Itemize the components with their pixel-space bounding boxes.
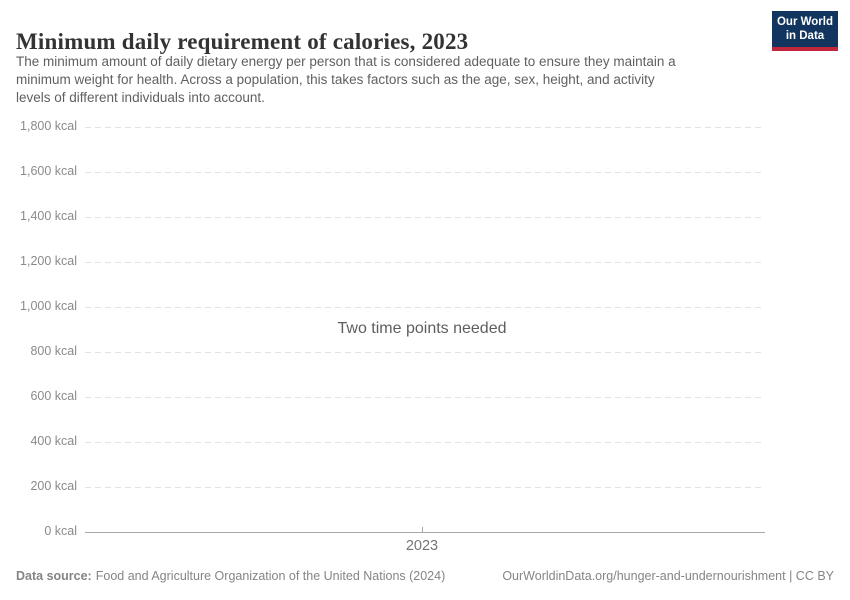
owid-logo-line1: Our World xyxy=(776,16,833,28)
subtitle-line: levels of different individuals into acc… xyxy=(16,90,265,105)
y-axis-tick-label: 600 kcal xyxy=(30,389,77,403)
x-axis-tick-mark xyxy=(422,527,423,532)
data-source-value: Food and Agriculture Organization of the… xyxy=(95,569,446,583)
owid-logo[interactable]: Our World in Data xyxy=(772,11,838,51)
y-axis-tick-label: 400 kcal xyxy=(30,434,77,448)
gridline xyxy=(85,262,765,263)
data-source-note: Data source: Food and Agriculture Organiz… xyxy=(16,569,445,583)
footer-divider: | xyxy=(785,569,796,583)
gridline xyxy=(85,487,765,488)
gridline xyxy=(85,442,765,443)
y-axis-tick-label: 1,000 kcal xyxy=(20,299,77,313)
y-axis-tick-label: 1,400 kcal xyxy=(20,209,77,223)
owid-url-link[interactable]: OurWorldinData.org/hunger-and-undernouri… xyxy=(502,569,786,583)
y-axis-tick-label: 800 kcal xyxy=(30,344,77,358)
subtitle-line: minimum weight for health. Across a popu… xyxy=(16,72,655,87)
y-axis-tick-label: 1,200 kcal xyxy=(20,254,77,268)
y-axis-tick-label: 1,800 kcal xyxy=(20,119,77,133)
gridline xyxy=(85,307,765,308)
gridline xyxy=(85,352,765,353)
owid-logo-line2: in Data xyxy=(785,30,825,42)
y-axis-tick-label: 1,600 kcal xyxy=(20,164,77,178)
empty-chart-message: Two time points needed xyxy=(337,320,507,337)
data-source-label: Data source: xyxy=(16,569,92,583)
chart-subtitle: The minimum amount of daily dietary ener… xyxy=(16,53,676,107)
y-axis-tick-label: 0 kcal xyxy=(44,524,77,538)
gridline xyxy=(85,127,765,128)
chart-footer: Data source: Food and Agriculture Organiz… xyxy=(16,569,834,583)
subtitle-line: The minimum amount of daily dietary ener… xyxy=(16,54,676,69)
x-axis-tick-label: 2023 xyxy=(405,538,439,554)
gridline xyxy=(85,397,765,398)
license-link[interactable]: CC BY xyxy=(795,569,834,583)
gridline xyxy=(85,172,765,173)
page-title: Minimum daily requirement of calories, 2… xyxy=(16,29,469,55)
x-axis-line xyxy=(85,532,765,533)
gridline xyxy=(85,217,765,218)
y-axis-tick-label: 200 kcal xyxy=(30,479,77,493)
footer-links: OurWorldinData.org/hunger-and-undernouri… xyxy=(502,569,834,583)
